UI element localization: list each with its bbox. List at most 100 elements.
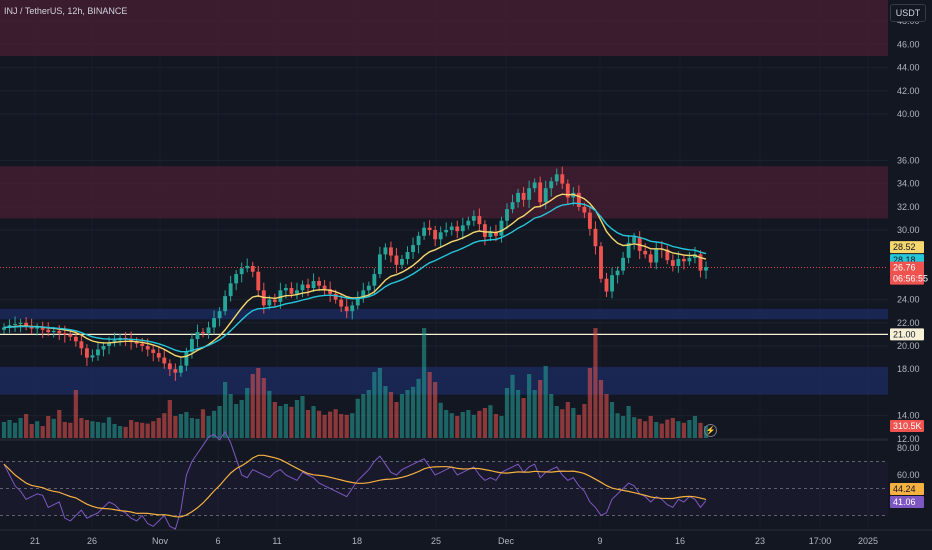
candle-body[interactable] <box>411 245 415 253</box>
candle-body[interactable] <box>698 254 703 271</box>
candle-body[interactable] <box>162 357 167 364</box>
lightning-icon[interactable]: ⚡ <box>704 424 717 437</box>
candle-body[interactable] <box>560 174 565 184</box>
candle-body[interactable] <box>394 255 399 265</box>
candle-body[interactable] <box>317 281 322 286</box>
candle-body[interactable] <box>377 254 382 275</box>
candle-body[interactable] <box>96 349 100 356</box>
candle-body[interactable] <box>344 306 349 312</box>
candle-body[interactable] <box>576 192 581 207</box>
candle-body[interactable] <box>355 297 360 306</box>
candle-body[interactable] <box>565 183 570 198</box>
candle-body[interactable] <box>79 341 84 349</box>
candle-body[interactable] <box>107 342 111 346</box>
candle-body[interactable] <box>90 355 95 358</box>
candle-body[interactable] <box>272 299 277 302</box>
candle-body[interactable] <box>311 281 316 288</box>
candle-body[interactable] <box>62 333 67 335</box>
candle-body[interactable] <box>245 265 250 269</box>
candle-body[interactable] <box>510 202 515 210</box>
candle-body[interactable] <box>427 227 432 230</box>
candle-body[interactable] <box>223 296 228 312</box>
candle-body[interactable] <box>643 250 648 255</box>
candle-body[interactable] <box>140 343 145 346</box>
candle-body[interactable] <box>505 209 509 221</box>
candle-body[interactable] <box>693 254 697 258</box>
candle-body[interactable] <box>29 326 34 329</box>
candle-body[interactable] <box>129 339 134 342</box>
candle-body[interactable] <box>112 340 117 343</box>
candle-body[interactable] <box>687 257 692 262</box>
currency-button[interactable]: USDT <box>890 4 926 22</box>
candle-body[interactable] <box>554 174 559 182</box>
candle-body[interactable] <box>637 236 642 251</box>
candle-body[interactable] <box>289 288 294 294</box>
candle-body[interactable] <box>68 334 73 337</box>
candle-body[interactable] <box>278 290 283 302</box>
candle-body[interactable] <box>422 227 427 236</box>
candle-body[interactable] <box>51 330 56 333</box>
candle-body[interactable] <box>400 259 404 265</box>
candle-body[interactable] <box>173 369 178 373</box>
candle-body[interactable] <box>40 327 45 330</box>
candle-body[interactable] <box>234 274 239 284</box>
candle-body[interactable] <box>73 336 78 342</box>
candle-body[interactable] <box>615 270 620 276</box>
candle-body[interactable] <box>599 246 603 279</box>
candle-body[interactable] <box>460 225 465 232</box>
time-axis-bg[interactable] <box>0 530 932 550</box>
candle-body[interactable] <box>13 323 17 326</box>
candle-body[interactable] <box>57 330 62 334</box>
candle-body[interactable] <box>704 267 708 271</box>
candle-body[interactable] <box>267 299 272 306</box>
candle-body[interactable] <box>184 351 189 366</box>
candle-body[interactable] <box>24 322 29 327</box>
candle-body[interactable] <box>466 220 471 226</box>
rsi-pane[interactable] <box>0 430 932 530</box>
candle-body[interactable] <box>167 363 172 370</box>
candle-body[interactable] <box>372 274 377 286</box>
candle-body[interactable] <box>610 275 614 292</box>
candle-body[interactable] <box>212 318 216 328</box>
candle-body[interactable] <box>328 289 333 294</box>
candle-body[interactable] <box>190 339 194 352</box>
candle-body[interactable] <box>134 341 139 344</box>
candle-body[interactable] <box>350 305 355 312</box>
candle-body[interactable] <box>151 349 156 353</box>
candle-body[interactable] <box>482 224 487 237</box>
candle-body[interactable] <box>654 248 659 263</box>
candle-body[interactable] <box>283 288 288 291</box>
candle-body[interactable] <box>156 352 161 358</box>
candle-body[interactable] <box>339 299 344 307</box>
candle-body[interactable] <box>178 365 183 373</box>
candle-body[interactable] <box>455 226 460 232</box>
candle-body[interactable] <box>587 212 592 229</box>
candle-body[interactable] <box>665 249 670 261</box>
candle-body[interactable] <box>670 260 675 266</box>
candle-body[interactable] <box>521 192 526 200</box>
candle-body[interactable] <box>361 290 366 298</box>
candle-body[interactable] <box>499 220 504 236</box>
candle-body[interactable] <box>322 285 327 290</box>
candle-body[interactable] <box>101 346 106 350</box>
candle-body[interactable] <box>532 182 537 189</box>
candle-body[interactable] <box>494 232 498 236</box>
candle-body[interactable] <box>383 247 388 255</box>
candle-body[interactable] <box>250 265 255 272</box>
candle-body[interactable] <box>538 182 543 203</box>
candle-body[interactable] <box>388 247 393 256</box>
candle-body[interactable] <box>676 259 681 266</box>
candle-body[interactable] <box>516 192 520 203</box>
candle-body[interactable] <box>201 332 205 334</box>
candle-body[interactable] <box>438 232 443 240</box>
candle-body[interactable] <box>449 226 454 230</box>
candle-body[interactable] <box>46 329 51 333</box>
candle-body[interactable] <box>145 346 150 350</box>
candle-body[interactable] <box>239 268 244 275</box>
candle-body[interactable] <box>300 284 305 291</box>
candle-body[interactable] <box>416 235 421 246</box>
candle-body[interactable] <box>306 284 310 288</box>
candle-body[interactable] <box>206 327 211 334</box>
candle-body[interactable] <box>2 327 6 330</box>
